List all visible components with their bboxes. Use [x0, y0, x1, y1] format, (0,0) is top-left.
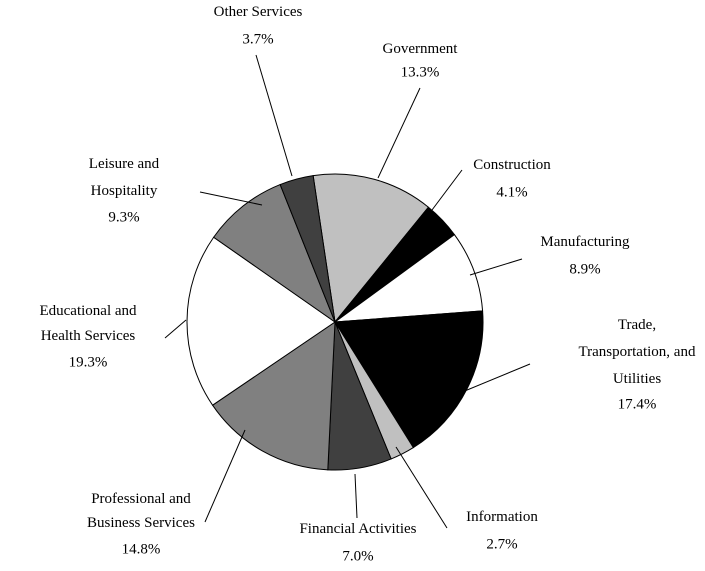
pie-slice	[279, 175, 336, 323]
value-label: 2.7%	[486, 536, 517, 552]
leader-line	[255, 54, 293, 177]
pie-slice	[334, 310, 484, 449]
slice-label: Financial Activities	[299, 521, 416, 537]
leader-line	[199, 191, 263, 206]
leader-line	[377, 87, 421, 179]
value-label: 14.8%	[122, 541, 161, 557]
pie-slice	[212, 183, 337, 324]
value-label: 13.3%	[401, 64, 440, 80]
slice-label: Trade, Transportation, and Utilities	[579, 317, 696, 387]
leader-line	[164, 319, 187, 339]
slice-label: Manufacturing	[540, 234, 630, 250]
slice-label: Professional and Business Services	[87, 491, 195, 531]
slice-label: Other Services	[214, 4, 303, 20]
pie-slice	[186, 236, 336, 406]
slice-label: Information	[466, 509, 538, 525]
value-label: 19.3%	[69, 354, 108, 370]
value-label: 4.1%	[496, 184, 527, 200]
leader-line	[204, 429, 246, 523]
value-label: 8.9%	[569, 261, 600, 277]
value-label: 9.3%	[108, 209, 139, 225]
leader-line	[354, 473, 358, 519]
leader-line	[454, 363, 531, 396]
pie-slice	[333, 233, 484, 323]
slice-label: Educational and Health Services	[39, 303, 137, 344]
slice-label: Leisure and Hospitality	[89, 156, 160, 199]
slice-label: Construction	[473, 157, 551, 173]
value-label: 17.4%	[618, 396, 657, 412]
leader-line	[469, 258, 523, 276]
leader-line	[395, 446, 448, 529]
value-label: 7.0%	[342, 548, 373, 564]
pie-slice	[312, 173, 430, 324]
leader-line	[431, 169, 463, 211]
value-label: 3.7%	[242, 31, 273, 47]
slice-label: Government	[383, 41, 459, 57]
pie-slice	[211, 321, 336, 471]
